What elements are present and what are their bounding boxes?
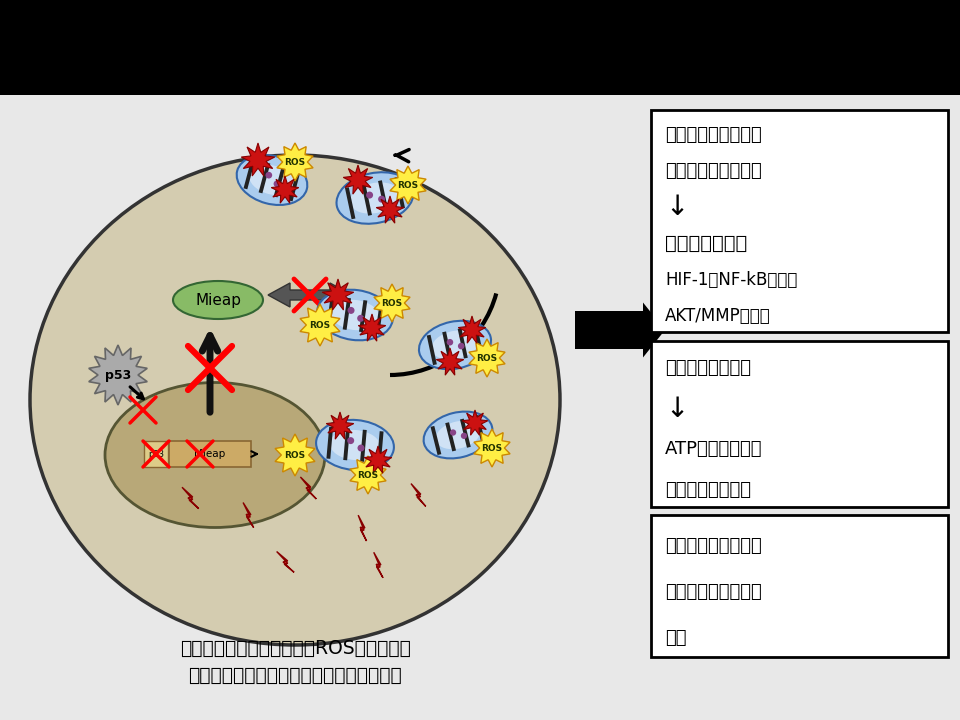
Polygon shape — [272, 176, 299, 203]
Text: 低酸素環境における: 低酸素環境における — [665, 536, 761, 554]
Text: 不良ミトコンドリアが多量に集積している: 不良ミトコンドリアが多量に集積している — [188, 665, 402, 685]
Polygon shape — [326, 412, 354, 439]
FancyBboxPatch shape — [651, 515, 948, 657]
FancyBboxPatch shape — [651, 110, 948, 332]
Polygon shape — [373, 552, 383, 578]
Ellipse shape — [237, 155, 307, 205]
Polygon shape — [300, 304, 340, 346]
Circle shape — [348, 307, 354, 314]
Text: ROS: ROS — [284, 158, 305, 166]
Circle shape — [348, 437, 354, 444]
Ellipse shape — [30, 155, 560, 645]
FancyArrow shape — [575, 302, 665, 358]
Polygon shape — [358, 314, 386, 341]
Ellipse shape — [337, 172, 414, 224]
Ellipse shape — [350, 182, 400, 214]
Polygon shape — [276, 552, 294, 572]
Polygon shape — [300, 477, 317, 499]
Ellipse shape — [419, 321, 491, 369]
Ellipse shape — [330, 300, 379, 330]
Text: ROS: ROS — [397, 181, 419, 189]
Ellipse shape — [432, 330, 478, 360]
Circle shape — [461, 433, 468, 439]
FancyBboxPatch shape — [169, 441, 251, 467]
Polygon shape — [462, 410, 488, 435]
Circle shape — [274, 181, 280, 187]
Polygon shape — [458, 316, 486, 343]
Polygon shape — [376, 196, 404, 223]
Circle shape — [266, 172, 273, 179]
Polygon shape — [474, 429, 510, 467]
Polygon shape — [390, 166, 426, 204]
Polygon shape — [276, 143, 313, 181]
Text: ROS: ROS — [357, 470, 378, 480]
Polygon shape — [358, 515, 367, 541]
Text: ROS: ROS — [481, 444, 503, 452]
Polygon shape — [275, 434, 315, 476]
Text: ↓: ↓ — [665, 193, 688, 221]
Polygon shape — [182, 487, 199, 508]
Ellipse shape — [329, 430, 380, 460]
Text: ゲノム不安定性: ゲノム不安定性 — [665, 234, 747, 253]
Text: AKT/MMP活性化: AKT/MMP活性化 — [665, 307, 771, 325]
Circle shape — [458, 343, 465, 349]
Polygon shape — [364, 446, 392, 473]
Text: ミトコンドリア由来: ミトコンドリア由来 — [665, 125, 761, 143]
Text: ROS: ROS — [284, 451, 305, 459]
Polygon shape — [436, 348, 464, 375]
Circle shape — [446, 339, 453, 346]
Ellipse shape — [173, 281, 263, 319]
Ellipse shape — [249, 165, 295, 195]
Ellipse shape — [317, 289, 393, 341]
Circle shape — [357, 315, 364, 322]
Polygon shape — [88, 345, 147, 405]
Text: 好気的解糖系亢進: 好気的解糖系亢進 — [665, 481, 751, 499]
Circle shape — [450, 429, 456, 436]
Circle shape — [378, 196, 385, 202]
Text: ROS: ROS — [381, 299, 402, 307]
Ellipse shape — [105, 382, 325, 528]
Text: Mieap: Mieap — [195, 292, 241, 307]
Text: ワールブルグ効果: ワールブルグ効果 — [665, 359, 751, 377]
Text: ROS: ROS — [309, 320, 330, 330]
Text: HIF-1・NF-kB活性化: HIF-1・NF-kB活性化 — [665, 271, 798, 289]
FancyBboxPatch shape — [144, 441, 168, 467]
Polygon shape — [268, 283, 352, 307]
Text: がんの浸潤・転移の: がんの浸潤・転移の — [665, 582, 761, 600]
Text: 促進: 促進 — [665, 629, 686, 647]
Text: p53: p53 — [105, 369, 132, 382]
Ellipse shape — [423, 412, 492, 459]
Text: Mieap: Mieap — [194, 449, 226, 459]
Text: p53: p53 — [148, 449, 164, 459]
Text: ROS: ROS — [476, 354, 497, 362]
Polygon shape — [243, 503, 253, 528]
Circle shape — [357, 444, 365, 451]
Ellipse shape — [316, 420, 394, 470]
Polygon shape — [344, 165, 372, 194]
Text: ↓: ↓ — [665, 395, 688, 423]
FancyBboxPatch shape — [651, 341, 948, 507]
Text: 生体内の低酸素がん微少環境ではMieapによるミトコンドリア: 生体内の低酸素がん微少環境ではMieapによるミトコンドリア — [263, 20, 697, 44]
Polygon shape — [411, 484, 425, 506]
Polygon shape — [241, 143, 275, 176]
Polygon shape — [374, 284, 410, 322]
Text: がん細胞には高いレベルのROSを産生する: がん細胞には高いレベルのROSを産生する — [180, 639, 411, 657]
Ellipse shape — [436, 420, 480, 449]
Bar — [0, 0, 960, 95]
Polygon shape — [323, 279, 353, 310]
Text: 品質管理機構が高頻度に破綻している: 品質管理機構が高頻度に破綻している — [360, 56, 600, 80]
Text: 酸化ストレスの上昇: 酸化ストレスの上昇 — [665, 162, 761, 180]
Text: ATP合成活性低下: ATP合成活性低下 — [665, 440, 762, 458]
Polygon shape — [468, 339, 505, 377]
Circle shape — [366, 192, 373, 199]
Polygon shape — [350, 456, 386, 494]
